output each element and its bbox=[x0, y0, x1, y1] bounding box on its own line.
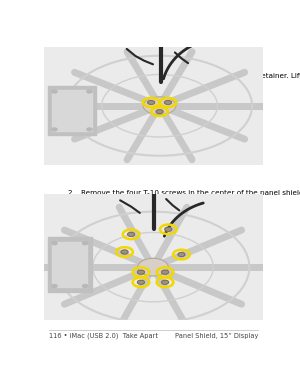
Circle shape bbox=[161, 280, 169, 284]
Circle shape bbox=[148, 100, 154, 104]
Circle shape bbox=[52, 284, 57, 288]
Bar bbox=[52, 242, 87, 287]
Circle shape bbox=[128, 232, 135, 236]
Text: Remove the three T-8 screws on the metal cable retainer. Lift the cable retainer: Remove the three T-8 screws on the metal… bbox=[80, 73, 300, 88]
Circle shape bbox=[161, 270, 169, 274]
Circle shape bbox=[52, 242, 57, 245]
Text: Remove the four T-10 screws in the center of the panel shield. Next, release the: Remove the four T-10 screws in the cente… bbox=[80, 190, 300, 204]
Text: Procedure: Procedure bbox=[80, 65, 135, 74]
Circle shape bbox=[165, 227, 172, 231]
Circle shape bbox=[164, 100, 172, 104]
Circle shape bbox=[87, 128, 92, 131]
Text: 1.: 1. bbox=[68, 73, 75, 80]
Circle shape bbox=[87, 90, 92, 93]
Circle shape bbox=[137, 280, 145, 284]
Circle shape bbox=[52, 90, 57, 93]
Circle shape bbox=[143, 97, 176, 114]
Circle shape bbox=[82, 284, 88, 288]
Circle shape bbox=[178, 253, 185, 256]
Circle shape bbox=[138, 258, 168, 276]
Circle shape bbox=[156, 110, 163, 113]
Circle shape bbox=[121, 250, 128, 254]
Circle shape bbox=[82, 242, 88, 245]
Text: Panel Shield, 15” Display: Panel Shield, 15” Display bbox=[175, 333, 258, 339]
Circle shape bbox=[52, 128, 57, 131]
Bar bbox=[52, 90, 92, 131]
Bar bbox=[48, 86, 96, 135]
Circle shape bbox=[137, 270, 145, 274]
Text: 2.: 2. bbox=[68, 190, 75, 196]
Text: 116 • iMac (USB 2.0)  Take Apart: 116 • iMac (USB 2.0) Take Apart bbox=[49, 332, 158, 339]
Bar bbox=[48, 237, 92, 293]
